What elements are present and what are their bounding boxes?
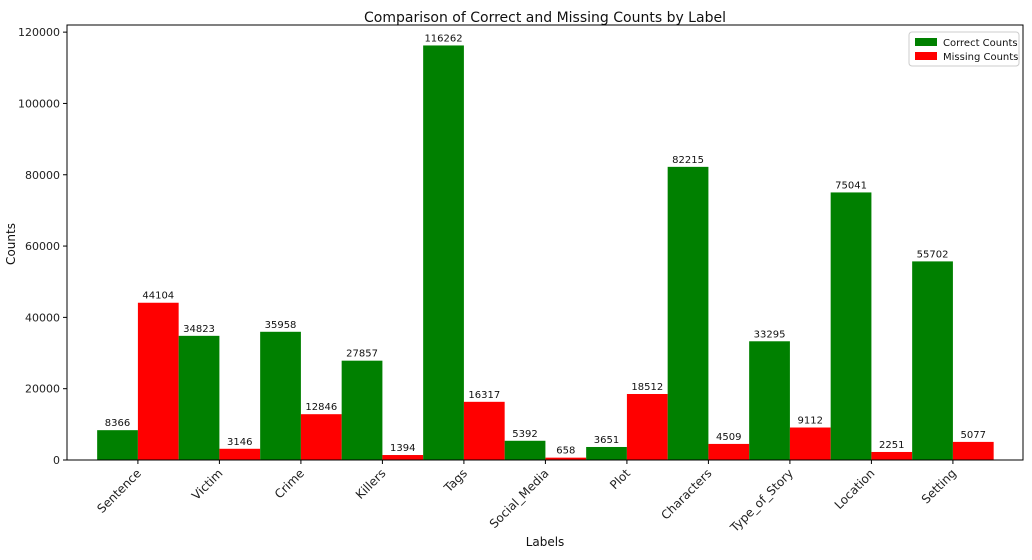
bar-value-label: 1394 — [390, 443, 415, 454]
bar-value-label: 27857 — [346, 349, 378, 360]
bar-correct — [504, 440, 546, 460]
x-tick-label: Tags — [441, 466, 470, 495]
bar-missing — [789, 427, 831, 460]
bar-value-label: 44104 — [142, 291, 174, 302]
x-tick-label: Location — [832, 466, 878, 512]
bar-correct — [912, 261, 953, 460]
bar-correct — [97, 430, 138, 460]
bar-labels-group: 8366 44104 34823 3146 35958 12846 27857 1394 116… — [105, 33, 986, 456]
bar-correct — [667, 166, 709, 460]
y-axis-ticks: 0 20000 40000 60000 80000 100000 120000 — [18, 26, 67, 467]
bar-missing — [871, 451, 913, 460]
bar-value-label: 18512 — [631, 382, 663, 393]
x-tick-label: Type_of_Story — [727, 466, 796, 535]
bar-value-label: 33295 — [754, 329, 786, 340]
legend: Correct Counts Missing Counts — [908, 31, 1020, 67]
x-tick-label: Sentence — [94, 466, 144, 516]
x-axis-ticks: Sentence Victim Crime Killers Tags Social_Med… — [94, 460, 959, 535]
bar-value-label: 9112 — [798, 416, 823, 427]
y-tick-label: 120000 — [18, 26, 60, 39]
bar-correct — [341, 360, 383, 460]
bar-value-label: 2251 — [879, 440, 904, 451]
y-tick-label: 40000 — [25, 311, 60, 324]
bar-value-label: 55702 — [917, 249, 949, 260]
bar-value-label: 5392 — [512, 429, 537, 440]
bar-value-label: 34823 — [183, 324, 215, 335]
bar-value-label: 8366 — [105, 418, 130, 429]
bar-value-label: 3651 — [594, 435, 619, 446]
bar-value-label: 82215 — [672, 155, 704, 166]
bar-missing — [137, 302, 179, 460]
bar-value-label: 35958 — [265, 320, 297, 331]
legend-label: Correct Counts — [943, 38, 1018, 49]
x-tick-label: Plot — [607, 466, 633, 492]
bar-missing — [708, 443, 750, 460]
bar-correct — [260, 331, 301, 460]
bar-missing — [382, 455, 424, 460]
y-tick-label: 100000 — [18, 97, 60, 110]
bar-value-label: 12846 — [305, 402, 337, 413]
bar-missing — [300, 414, 342, 460]
y-tick-label: 80000 — [25, 169, 60, 182]
x-tick-label: Victim — [189, 466, 225, 502]
legend-swatch — [915, 52, 937, 60]
plot-frame — [66, 24, 1024, 461]
chart-title: Comparison of Correct and Missing Counts… — [364, 10, 726, 26]
legend-swatch — [915, 38, 937, 46]
bars-group — [97, 45, 994, 461]
bar-value-label: 5077 — [961, 430, 986, 441]
bar-missing — [545, 457, 587, 460]
bar-correct — [178, 335, 220, 460]
bar-missing — [626, 393, 668, 460]
bar-correct — [423, 45, 464, 461]
x-tick-label: Characters — [658, 466, 714, 522]
x-tick-label: Crime — [272, 466, 307, 501]
bar-value-label: 4509 — [716, 432, 741, 443]
y-axis-label: Counts — [4, 223, 18, 265]
y-tick-label: 60000 — [25, 240, 60, 253]
bar-correct — [749, 341, 790, 460]
bar-value-label: 116262 — [424, 33, 462, 44]
bar-value-label: 658 — [556, 446, 575, 457]
y-tick-label: 0 — [53, 454, 60, 467]
bar-missing — [219, 448, 261, 460]
bar-correct — [830, 192, 872, 460]
x-axis-label: Labels — [526, 535, 565, 549]
y-tick-label: 20000 — [25, 383, 60, 396]
bar-correct — [586, 446, 627, 460]
bar-value-label: 75041 — [835, 180, 867, 191]
x-tick-label: Setting — [919, 466, 959, 506]
bar-missing — [463, 401, 505, 460]
legend-label: Missing Counts — [943, 52, 1018, 63]
bar-value-label: 3146 — [227, 437, 252, 448]
x-tick-label: Killers — [353, 466, 389, 502]
bar-missing — [952, 441, 994, 460]
bar-value-label: 16317 — [468, 390, 500, 401]
x-tick-label: Social_Media — [487, 466, 552, 531]
